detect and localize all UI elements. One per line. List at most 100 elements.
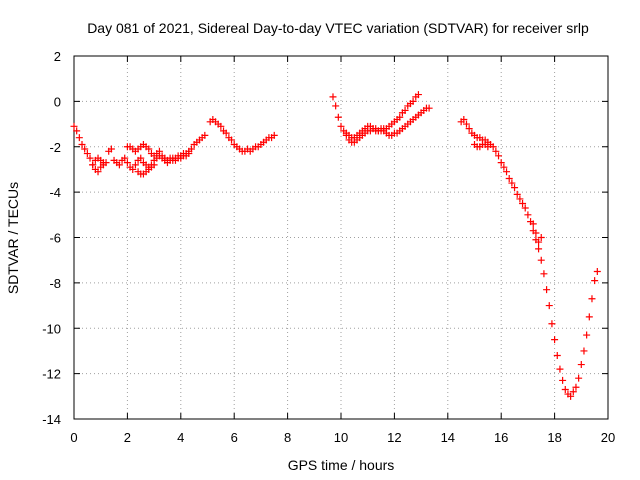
data-point: [497, 159, 505, 167]
x-tick-label: 18: [547, 430, 561, 445]
data-point: [201, 131, 209, 139]
data-point: [537, 256, 545, 264]
data-point: [535, 238, 543, 246]
data-point: [342, 131, 350, 139]
data-point: [337, 122, 345, 130]
y-tick-label: -6: [49, 231, 61, 246]
x-tick-label: 2: [124, 430, 131, 445]
data-point: [556, 365, 564, 373]
data-point: [107, 145, 115, 153]
x-tick-label: 20: [601, 430, 615, 445]
data-point: [334, 113, 342, 121]
x-tick-label: 14: [441, 430, 455, 445]
x-tick-label: 12: [387, 430, 401, 445]
data-point: [521, 204, 529, 212]
x-tick-label: 4: [177, 430, 184, 445]
data-point: [414, 91, 422, 99]
data-point: [462, 120, 470, 128]
y-tick-label: -10: [42, 321, 61, 336]
data-point: [561, 386, 569, 394]
data-point: [569, 388, 577, 396]
data-point: [145, 165, 153, 173]
data-point: [81, 145, 89, 153]
data-point: [553, 351, 561, 359]
data-point: [131, 161, 139, 169]
data-point: [401, 106, 409, 114]
data-point: [551, 336, 559, 344]
data-point: [460, 116, 468, 124]
data-point: [145, 145, 153, 153]
data-point: [332, 102, 340, 110]
data-point: [484, 143, 492, 151]
data-point: [591, 277, 599, 285]
data-point: [94, 168, 102, 176]
data-point: [222, 129, 230, 137]
data-points: [70, 91, 601, 400]
data-point: [217, 122, 225, 130]
data-point: [129, 165, 137, 173]
data-point: [516, 195, 524, 203]
data-point: [83, 150, 91, 158]
x-tick-label: 0: [70, 430, 77, 445]
data-point: [86, 154, 94, 162]
data-point: [500, 163, 508, 171]
data-point: [409, 97, 417, 105]
data-point: [548, 320, 556, 328]
x-tick-label: 10: [334, 430, 348, 445]
data-point: [503, 168, 511, 176]
data-point: [583, 331, 591, 339]
x-axis-label: GPS time / hours: [288, 457, 395, 473]
data-point: [513, 190, 521, 198]
data-point: [329, 93, 337, 101]
y-tick-label: -14: [42, 412, 61, 427]
data-point: [465, 125, 473, 133]
data-point: [121, 154, 129, 162]
data-point: [97, 156, 105, 164]
data-point: [511, 184, 519, 192]
data-point: [115, 161, 123, 169]
data-point: [559, 376, 567, 384]
data-point: [505, 175, 513, 183]
data-point: [396, 113, 404, 121]
data-point: [537, 234, 545, 241]
data-point: [588, 295, 596, 303]
y-tick-label: 2: [54, 49, 61, 64]
y-tick-label: -2: [49, 140, 61, 155]
data-point: [185, 150, 193, 158]
data-point: [519, 199, 527, 207]
data-point: [78, 140, 86, 148]
data-point: [524, 211, 532, 219]
grid-lines: [74, 56, 608, 419]
y-tick-label: -12: [42, 367, 61, 382]
data-point: [529, 220, 537, 228]
data-point: [585, 313, 593, 321]
y-axis-label: SDTVAR / TECUs: [5, 182, 21, 294]
data-point: [543, 286, 551, 294]
data-point: [137, 154, 145, 162]
x-tick-label: 8: [284, 430, 291, 445]
x-tick-label: 16: [494, 430, 508, 445]
data-point: [572, 383, 580, 391]
y-tick-label: 0: [54, 94, 61, 109]
y-tick-label: -8: [49, 276, 61, 291]
data-point: [535, 245, 543, 253]
data-point: [495, 152, 503, 160]
data-point: [575, 374, 583, 382]
data-point: [75, 134, 83, 142]
data-point: [147, 161, 155, 169]
data-point: [187, 145, 195, 153]
data-point: [270, 131, 278, 139]
data-point: [228, 136, 236, 144]
data-point: [508, 179, 516, 187]
y-tick-label: -4: [49, 185, 61, 200]
data-point: [580, 347, 588, 355]
data-point: [102, 159, 110, 167]
data-point: [593, 268, 601, 276]
data-point: [567, 392, 575, 400]
data-point: [540, 270, 548, 278]
data-point: [532, 229, 540, 237]
data-point: [545, 302, 553, 310]
